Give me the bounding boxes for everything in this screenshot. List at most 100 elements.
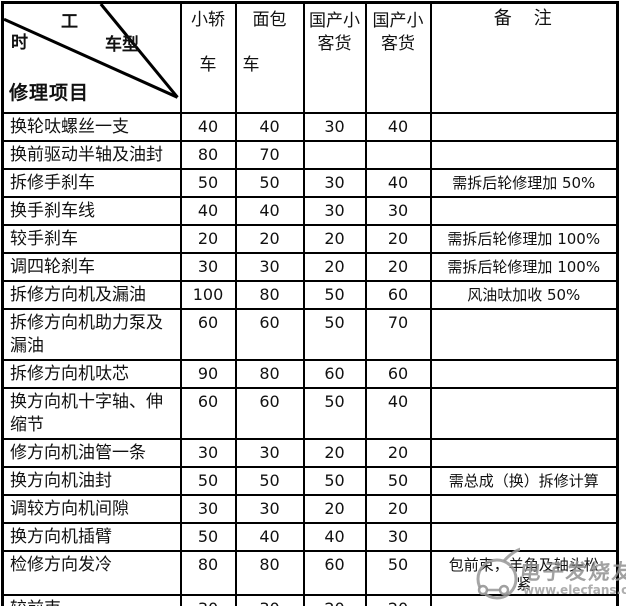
remark-cell — [429, 111, 619, 142]
value-cell: 30 — [302, 111, 367, 142]
value-cell: 20 — [179, 223, 237, 254]
value-cell: 50 — [302, 279, 367, 310]
item-cell: 较手刹车 — [1, 223, 182, 254]
remark-cell — [429, 437, 619, 468]
value-cell: 30 — [302, 167, 367, 198]
value-cell: 50 — [302, 465, 367, 496]
header-col-van: 面包 车 — [234, 1, 305, 114]
value-cell: 60 — [302, 549, 367, 596]
item-cell: 修方向机油管一条 — [1, 437, 182, 468]
table-row: 拆修方向机呔芯 90 80 60 60 — [1, 358, 619, 389]
item-cell: 拆修手刹车 — [1, 167, 182, 198]
remark-cell: 需拆后轮修理加 100% — [429, 251, 619, 282]
value-cell: 20 — [364, 593, 432, 606]
diagonal-corner-cell: 工 时 车型 修理项目 — [1, 1, 182, 114]
item-cell: 换方向机插臂 — [1, 521, 182, 552]
item-cell: 换前驱动半轴及油封 — [1, 139, 182, 170]
value-cell: 30 — [179, 493, 237, 524]
value-cell: 90 — [179, 358, 237, 389]
value-cell: 40 — [364, 167, 432, 198]
value-cell: 20 — [302, 493, 367, 524]
value-cell: 100 — [179, 279, 237, 310]
watermark-url-text: www.elecfans.com — [523, 583, 626, 597]
table-row: 修方向机油管一条 30 30 20 20 — [1, 437, 619, 468]
value-cell: 50 — [364, 465, 432, 496]
value-cell: 50 — [234, 167, 305, 198]
value-cell: 50 — [364, 549, 432, 596]
value-cell: 60 — [179, 307, 237, 361]
value-cell: 30 — [179, 593, 237, 606]
header-col-domestic-small-1: 国产小 客货 — [302, 1, 367, 114]
remark-cell: 需拆后轮修理加 50% — [429, 167, 619, 198]
value-cell: 60 — [179, 386, 237, 440]
item-cell: 调四轮刹车 — [1, 251, 182, 282]
table-body: 换轮呔螺丝一支 40 40 30 40 换前驱动半轴及油封 80 70 拆修手刹车 50 50 30 4… — [1, 111, 619, 606]
table-row: 换前驱动半轴及油封 80 70 — [1, 139, 619, 170]
value-cell: 30 — [234, 493, 305, 524]
watermark-brand-text: 电子发烧友 — [518, 560, 626, 584]
header-row: 工 时 车型 修理项目 小轿 车 面包 车 国产小 客货 — [1, 1, 619, 114]
corner-label-chexing: 车型 — [105, 35, 139, 55]
value-cell: 30 — [234, 593, 305, 606]
remark-cell — [429, 358, 619, 389]
value-cell: 20 — [364, 251, 432, 282]
value-cell: 50 — [179, 167, 237, 198]
value-cell: 80 — [179, 549, 237, 596]
header-col-sedan: 小轿 车 — [179, 1, 237, 114]
value-cell: 20 — [364, 493, 432, 524]
remark-cell — [429, 195, 619, 226]
item-cell: 换手刹车线 — [1, 195, 182, 226]
item-cell: 调较方向机间隙 — [1, 493, 182, 524]
value-cell: 50 — [302, 307, 367, 361]
value-cell: 70 — [364, 307, 432, 361]
value-cell: 30 — [179, 251, 237, 282]
value-cell: 60 — [302, 358, 367, 389]
value-cell: 30 — [234, 251, 305, 282]
remark-cell: 包前束，羊角及轴头松 紧 — [429, 549, 619, 596]
value-cell — [364, 139, 432, 170]
table-row: 拆修方向机助力泵及 漏油 60 60 50 70 — [1, 307, 619, 361]
value-cell: 40 — [234, 111, 305, 142]
remark-cell — [429, 493, 619, 524]
elecfans-logo-icon — [476, 547, 520, 600]
value-cell: 30 — [364, 195, 432, 226]
value-cell: 60 — [364, 279, 432, 310]
table-row: 调较方向机间隙 30 30 20 20 — [1, 493, 619, 524]
remark-cell — [429, 139, 619, 170]
table-row: 调四轮刹车 30 30 20 20 需拆后轮修理加 100% — [1, 251, 619, 282]
value-cell: 50 — [179, 465, 237, 496]
corner-label-gong: 工 — [61, 12, 78, 32]
item-cell: 换方向机十字轴、伸 缩节 — [1, 386, 182, 440]
value-cell: 80 — [234, 358, 305, 389]
value-cell: 20 — [302, 593, 367, 606]
value-cell: 30 — [302, 195, 367, 226]
value-cell: 60 — [234, 386, 305, 440]
item-cell: 换方向机油封 — [1, 465, 182, 496]
value-cell: 20 — [364, 437, 432, 468]
item-cell: 拆修方向机及漏油 — [1, 279, 182, 310]
value-cell: 80 — [179, 139, 237, 170]
table-row: 换轮呔螺丝一支 40 40 30 40 — [1, 111, 619, 142]
table-row: 换方向机十字轴、伸 缩节 60 60 50 40 — [1, 386, 619, 440]
header-col-domestic-small-2: 国产小 客货 — [364, 1, 432, 114]
diagonal-lines — [4, 4, 179, 99]
value-cell: 20 — [302, 223, 367, 254]
value-cell: 50 — [179, 521, 237, 552]
remark-cell — [429, 386, 619, 440]
value-cell: 20 — [234, 223, 305, 254]
elecfans-watermark: 电子发烧友 www.elecfans.com — [468, 536, 626, 604]
table-header: 工 时 车型 修理项目 小轿 车 面包 车 国产小 客货 — [1, 1, 619, 114]
table-row: 较前束30302020 — [1, 593, 619, 606]
item-cell: 较前束 — [1, 593, 182, 606]
value-cell: 70 — [234, 139, 305, 170]
value-cell: 60 — [364, 358, 432, 389]
value-cell: 50 — [234, 465, 305, 496]
value-cell: 40 — [364, 386, 432, 440]
value-cell: 40 — [302, 521, 367, 552]
corner-label-xiuli-xiangmu: 修理项目 — [9, 82, 90, 104]
value-cell: 20 — [302, 437, 367, 468]
value-cell: 30 — [179, 437, 237, 468]
table-row: 较手刹车 20 20 20 20 需拆后轮修理加 100% — [1, 223, 619, 254]
